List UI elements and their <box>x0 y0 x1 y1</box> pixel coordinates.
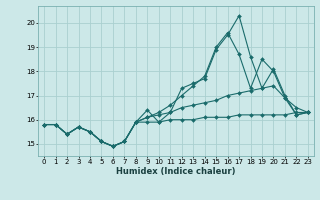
X-axis label: Humidex (Indice chaleur): Humidex (Indice chaleur) <box>116 167 236 176</box>
